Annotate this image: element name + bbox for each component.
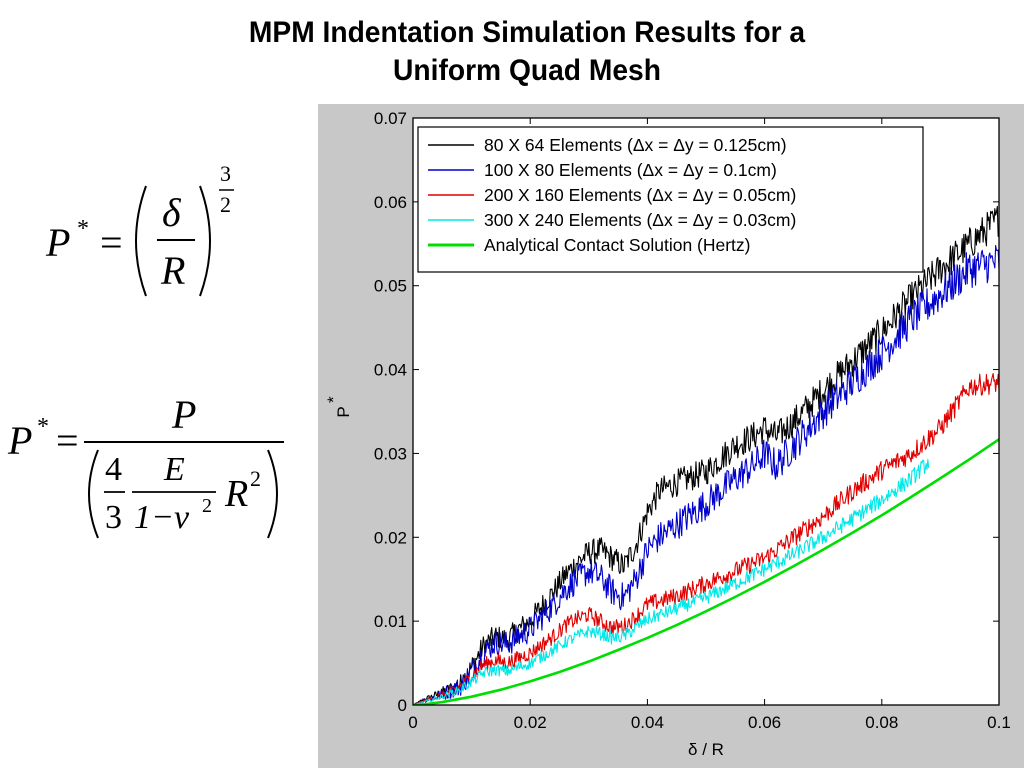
y-tick-label: 0 <box>398 696 407 715</box>
eq2-modulus-num: E <box>163 451 185 488</box>
eq1-numerator: δ <box>162 190 182 235</box>
eq2-numerator: P <box>171 392 196 437</box>
legend: 80 X 64 Elements (Δx = Δy = 0.125cm) 100 … <box>417 126 924 273</box>
y-tick-label: 0.01 <box>374 612 407 631</box>
legend-entry-4: 300 X 240 Elements (Δx = Δy = 0.03cm) <box>484 210 796 230</box>
eq1-left-paren <box>135 185 147 297</box>
y-tick-label: 0.05 <box>374 277 407 296</box>
eq2-lhs: P <box>7 418 32 463</box>
plot-frame <box>412 117 1000 706</box>
slide-title: MPM Indentation Simulation Results for a… <box>32 14 1023 90</box>
x-tick-label: 0.1 <box>987 713 1011 732</box>
axes-layer: 0 0.02 0.04 0.06 0.08 0.1 0 0.01 0.02 0.03 0.04 0.0… <box>374 109 1011 732</box>
legend-entry-3: 200 X 160 Elements (Δx = Δy = 0.05cm) <box>484 185 796 205</box>
x-tick-label: 0 <box>408 713 417 732</box>
legend-entry-2: 100 X 80 Elements (Δx = Δy = 0.1cm) <box>484 160 777 180</box>
equation-normalized-load-definition: P * = P 4 3 E 1−ν 2 R 2 <box>7 392 284 539</box>
eq2-coef-num: 4 <box>105 451 122 488</box>
y-tick-label: 0.06 <box>374 193 407 212</box>
eq2-modulus-den: 1−ν <box>134 499 190 536</box>
y-axis-label: P <box>334 406 353 417</box>
y-tick-label: 0.04 <box>374 361 407 380</box>
y-tick-label: 0.07 <box>374 109 407 128</box>
eq2-coef-den: 3 <box>105 499 122 536</box>
slide-title-line-2: Uniform Quad Mesh <box>393 54 661 87</box>
eq2-radius-exp: 2 <box>250 466 261 491</box>
legend-entry-5: Analytical Contact Solution (Hertz) <box>484 235 751 255</box>
eq1-denominator: R <box>160 248 185 293</box>
x-tick-label: 0.06 <box>748 713 781 732</box>
slide-title-line-1: MPM Indentation Simulation Results for a <box>248 16 806 49</box>
y-axis-label-group: P * <box>324 396 353 418</box>
eq2-equals: = <box>56 418 79 463</box>
equation-normalized-load: P * = δ R 3 2 <box>45 161 234 297</box>
x-tick-label: 0.04 <box>631 713 664 732</box>
eq2-nu-exp: 2 <box>202 495 212 517</box>
eq1-equals: = <box>100 220 123 265</box>
eq2-radius: R <box>224 473 248 515</box>
legend-entry-1: 80 X 64 Elements (Δx = Δy = 0.125cm) <box>484 135 787 155</box>
y-tick-label: 0.03 <box>374 444 407 463</box>
eq1-exp-den: 2 <box>220 192 231 217</box>
eq1-right-paren <box>199 185 211 297</box>
x-axis-label: δ / R <box>688 740 724 759</box>
eq2-right-paren <box>267 449 278 539</box>
eq1-lhs-sup: * <box>77 216 89 242</box>
x-tick-label: 0.08 <box>865 713 898 732</box>
eq1-lhs: P <box>45 220 70 265</box>
series-line-3 <box>413 373 999 705</box>
eq2-left-paren <box>88 449 99 539</box>
eq1-exp-num: 3 <box>220 161 231 186</box>
eq2-lhs-sup: * <box>37 414 49 440</box>
y-tick-label: 0.02 <box>374 528 407 547</box>
series-line-5 <box>413 438 999 705</box>
series-line-2 <box>413 245 999 705</box>
series-line-4 <box>413 459 930 705</box>
series-layer <box>413 205 999 705</box>
x-tick-label: 0.02 <box>514 713 547 732</box>
legend-box <box>417 126 924 273</box>
y-axis-label-sup: * <box>324 396 343 403</box>
